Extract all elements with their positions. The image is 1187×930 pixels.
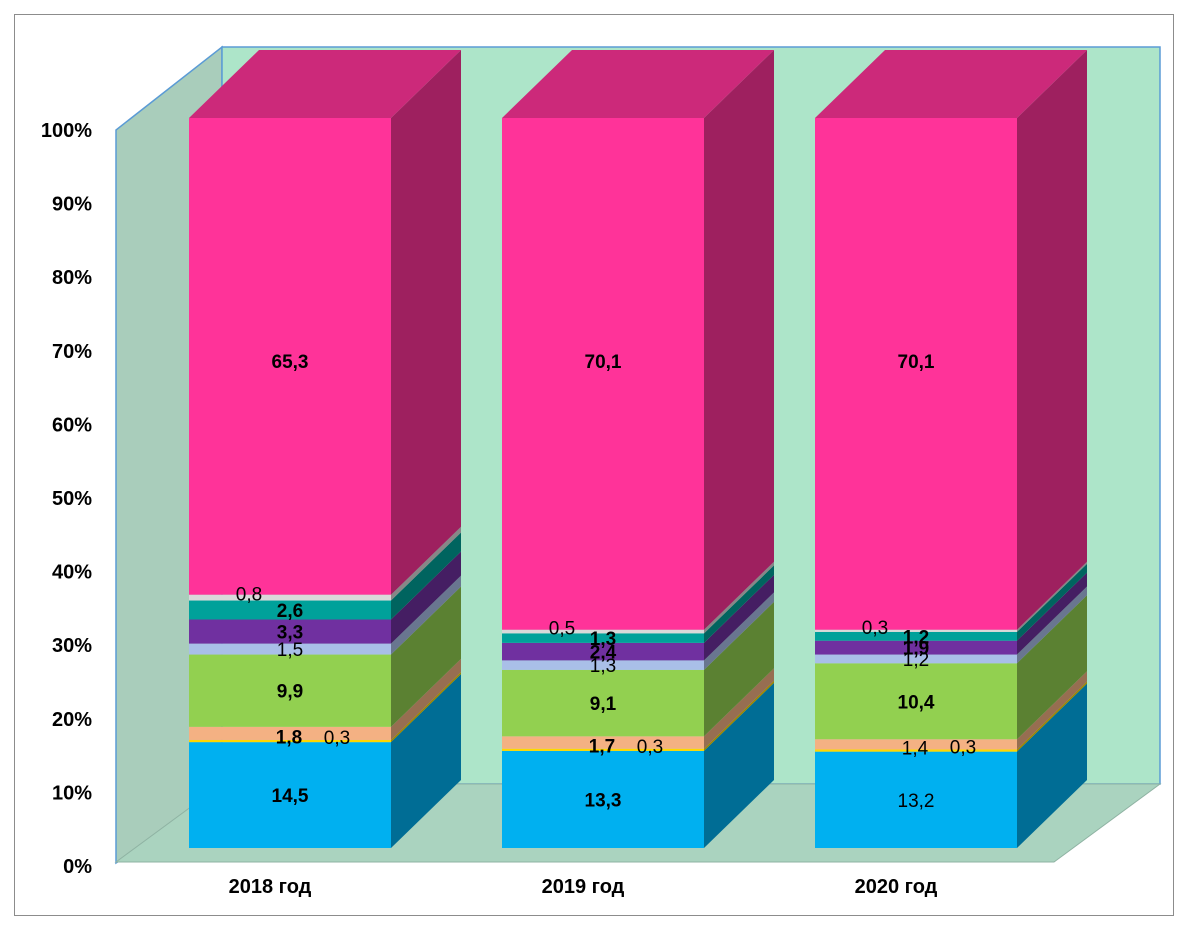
- bar-segment: [815, 118, 1017, 630]
- bar-segment: [815, 631, 1017, 641]
- data-label: 0,3: [324, 728, 350, 749]
- bar-segment-side: [391, 532, 461, 620]
- y-tick-label: 70%: [52, 341, 92, 363]
- data-label: 1,3: [590, 656, 616, 677]
- category-label: 2018 год: [229, 876, 312, 898]
- bar-segment: [189, 118, 391, 595]
- data-label: 13,3: [585, 790, 622, 811]
- data-label: 0,8: [236, 585, 262, 606]
- bar-segment: [189, 726, 391, 740]
- bar-segment: [502, 633, 704, 643]
- bar-segment: [502, 642, 704, 661]
- bar-segment: [815, 654, 1017, 664]
- bar-segment-side: [1017, 561, 1087, 632]
- bar-segment-side: [391, 526, 461, 601]
- category-label: 2019 год: [542, 876, 625, 898]
- data-label: 3,3: [277, 623, 303, 644]
- bar-segment: [189, 594, 391, 601]
- bar-segment: [502, 748, 704, 751]
- bar-segment: [815, 751, 1017, 848]
- bar-segment-side: [704, 561, 774, 634]
- bar-segment-side: [391, 50, 461, 595]
- bar-segment-side: [704, 680, 774, 751]
- bar-segment: [189, 643, 391, 655]
- bar-segment-side: [391, 586, 461, 727]
- data-label: 0,3: [862, 618, 888, 639]
- data-label: 9,9: [277, 682, 303, 703]
- bar-segment: [815, 629, 1017, 632]
- data-label: 0,5: [549, 619, 575, 640]
- data-label: 0,3: [637, 737, 663, 758]
- bar-segment-side: [391, 658, 461, 740]
- bar-segment-side: [704, 592, 774, 670]
- bar-top: [502, 50, 774, 118]
- bar-segment-side: [1017, 572, 1087, 655]
- data-label: 13,2: [898, 791, 935, 812]
- bar-segment: [502, 118, 704, 630]
- y-tick-label: 40%: [52, 562, 92, 584]
- bar-segment: [189, 619, 391, 644]
- bar-segment: [815, 739, 1017, 750]
- y-tick-label: 90%: [52, 194, 92, 216]
- bar-segment-side: [1017, 671, 1087, 750]
- data-label: 1,9: [903, 639, 929, 660]
- data-label: 10,4: [898, 692, 935, 713]
- data-label: 1,4: [902, 738, 929, 759]
- bar-segment-side: [704, 601, 774, 737]
- data-label: 1,8: [276, 727, 302, 748]
- bar-segment-side: [1017, 595, 1087, 740]
- data-label: 65,3: [272, 352, 309, 373]
- bar-segment-side: [704, 668, 774, 749]
- bar-segment-side: [1017, 586, 1087, 664]
- data-label: 14,5: [272, 786, 309, 807]
- bar-segment: [502, 629, 704, 634]
- bar-segment: [189, 600, 391, 620]
- category-label: 2020 год: [855, 876, 938, 898]
- bar-segment: [502, 660, 704, 670]
- data-label: 1,5: [277, 640, 303, 661]
- data-label: 1,2: [903, 627, 929, 648]
- bar-segment-side: [704, 565, 774, 643]
- data-label: 70,1: [585, 352, 622, 373]
- bar-segment: [189, 654, 391, 727]
- bar-segment: [815, 749, 1017, 752]
- bar-segment-side: [1017, 50, 1087, 630]
- bar-segment-side: [704, 682, 774, 848]
- bar-segment-side: [391, 671, 461, 743]
- data-label: 1,2: [903, 650, 929, 671]
- data-label: 2,4: [590, 643, 617, 664]
- bar-segment: [502, 736, 704, 749]
- y-tick-label: 20%: [52, 709, 92, 731]
- data-label: 9,1: [590, 694, 617, 715]
- data-label: 1,3: [590, 629, 616, 650]
- data-label: 2,6: [277, 601, 303, 622]
- bar-segment-side: [391, 551, 461, 644]
- bar-segment: [815, 663, 1017, 740]
- bar-top: [189, 50, 461, 118]
- y-tick-label: 80%: [52, 267, 92, 289]
- data-label: 70,1: [898, 352, 935, 373]
- y-tick-label: 50%: [52, 488, 92, 510]
- data-label: 0,3: [950, 738, 976, 759]
- y-tick-label: 60%: [52, 414, 92, 436]
- bar-segment: [815, 640, 1017, 655]
- bar-segment-side: [391, 674, 461, 848]
- bar-segment-side: [1017, 563, 1087, 641]
- bar-segment: [502, 750, 704, 848]
- bar-segment-side: [391, 575, 461, 655]
- data-label: 1,7: [589, 737, 615, 758]
- y-tick-label: 10%: [52, 782, 92, 804]
- bar-segment-side: [704, 574, 774, 661]
- y-tick-label: 30%: [52, 635, 92, 657]
- bar-segment-side: [704, 50, 774, 630]
- bar-segment-side: [1017, 681, 1087, 752]
- bar-segment: [189, 739, 391, 743]
- bar-segment: [502, 669, 704, 737]
- bar-top: [815, 50, 1087, 118]
- y-tick-label: 0%: [63, 856, 92, 878]
- y-tick-label: 100%: [41, 120, 92, 142]
- bar-segment-side: [1017, 683, 1087, 848]
- bar-segment: [189, 742, 391, 848]
